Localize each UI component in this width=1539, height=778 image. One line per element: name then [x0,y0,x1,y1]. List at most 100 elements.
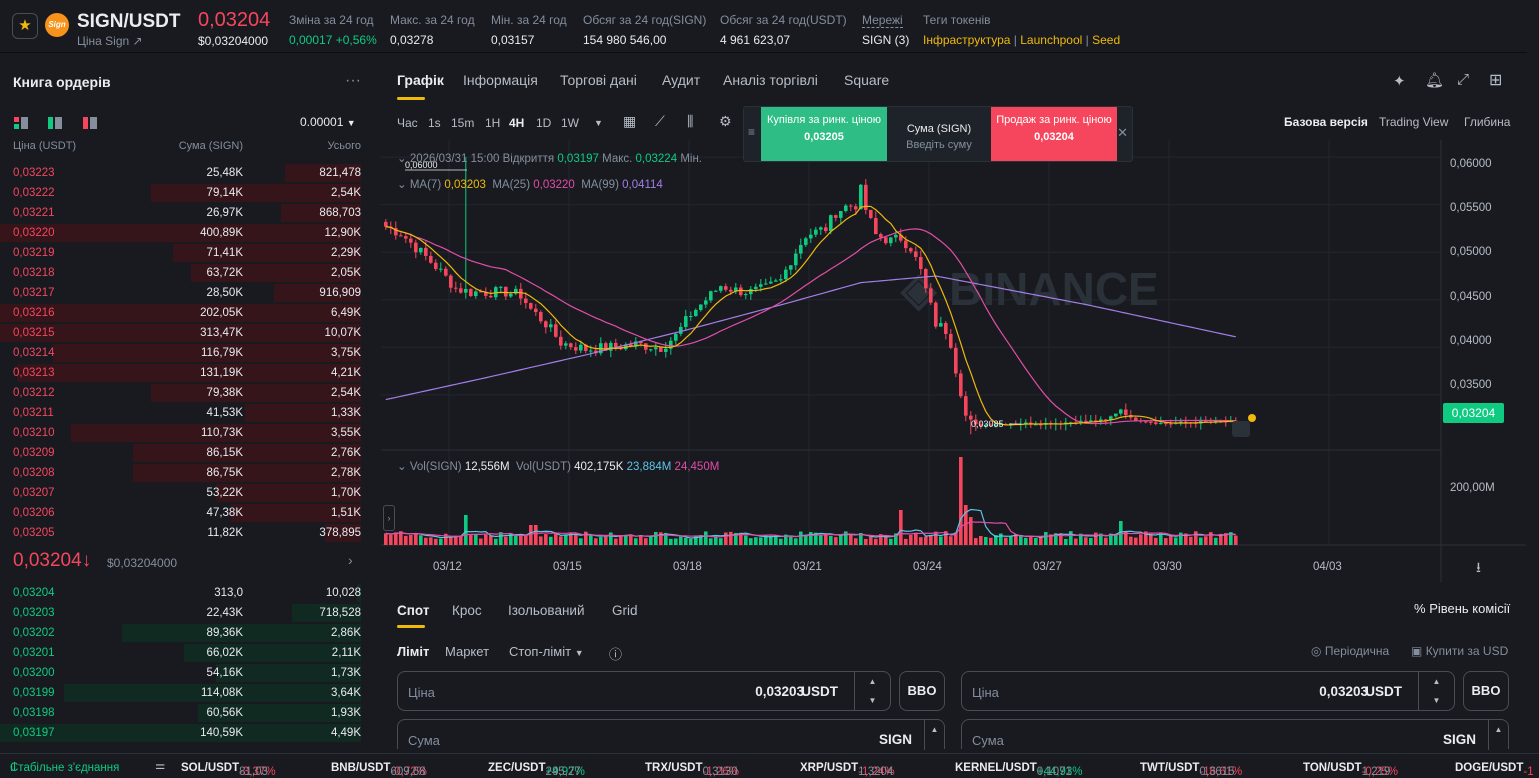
candle[interactable] [464,157,468,299]
candle[interactable] [919,250,923,275]
bid-row[interactable]: 0,03203 22,43K 718,528 [0,603,375,623]
candle[interactable] [874,211,878,235]
market-amount-input[interactable]: Сума (SIGN) Введіть суму [906,123,972,151]
ask-row[interactable]: 0,03212 79,38K 2,54K [0,383,375,403]
price-stepper[interactable]: ▲ ▼ [1418,672,1454,710]
view-basic[interactable]: Базова версія [1284,115,1368,129]
auto-scale-icon[interactable]: ⭳ [1476,559,1481,575]
expand-icon[interactable]: ⤢ [1457,71,1470,88]
candle[interactable] [1094,414,1098,427]
precision-select[interactable]: 0.00001 ▼ [300,115,356,129]
candle[interactable] [799,238,803,259]
tab-trading-data[interactable]: Торгові дані [560,72,637,88]
chevron-right-icon[interactable]: › [348,552,353,568]
ai-sparkle-icon[interactable]: ✦ [1393,73,1406,90]
bid-row[interactable]: 0,03197 140,59K 4,49K [0,723,375,743]
candle[interactable] [809,228,813,243]
candle[interactable] [769,276,773,284]
fee-level-link[interactable]: % Рівень комісії [1414,601,1511,616]
candle[interactable] [704,296,708,309]
candle[interactable] [994,423,998,428]
candle[interactable] [864,179,868,215]
order-type-market[interactable]: Маркет [445,644,490,659]
sell-bbo-button[interactable]: BBO [1463,671,1509,711]
candle[interactable] [1119,408,1123,416]
candle[interactable] [824,223,828,234]
candle[interactable] [964,391,968,422]
candle[interactable] [829,214,833,235]
ticker-item[interactable]: KERNEL/USDT +44,93% 0,1071 [955,762,1083,778]
ask-row[interactable]: 0,03214 116,79K 3,75K [0,343,375,363]
indicator-icon[interactable]: ⟋ [655,113,665,129]
close-icon[interactable]: ✕ [1117,125,1128,140]
candle[interactable] [554,320,558,338]
bid-row[interactable]: 0,03202 89,36K 2,86K [0,623,375,643]
candle[interactable] [429,251,433,264]
candle[interactable] [549,319,553,333]
candle[interactable] [474,289,478,299]
ask-row[interactable]: 0,03211 41,53K 1,33K [0,403,375,423]
candle[interactable] [849,203,853,212]
interval-4h[interactable]: 4H [509,116,525,130]
ask-row[interactable]: 0,03216 202,05K 6,49K [0,303,375,323]
legend-arrow-icon[interactable]: ⌄ [397,179,407,191]
ask-row[interactable]: 0,03221 26,97K 868,703 [0,203,375,223]
periodic-link[interactable]: ◎ Періодична [1311,644,1390,658]
ask-row[interactable]: 0,03215 313,47K 10,07K [0,323,375,343]
favorite-star-icon[interactable]: ★ [12,13,38,39]
tab-square[interactable]: Square [844,72,890,88]
candle[interactable] [399,232,403,237]
ask-row[interactable]: 0,03217 28,50K 916,909 [0,283,375,303]
order-type-stop-limit[interactable]: Стоп-ліміт ▼ [509,644,584,659]
candle[interactable] [804,236,808,247]
candle[interactable] [524,292,528,309]
tab-trade-analysis[interactable]: Аналіз торгівлі [723,72,818,88]
tag-seed[interactable]: Seed [1092,33,1121,47]
candle[interactable] [689,311,693,321]
ticker-item[interactable]: TON/USDT -0,25% 1,219 [1303,762,1399,778]
candle[interactable] [1114,413,1118,418]
candle[interactable] [1144,421,1148,424]
candle[interactable] [1034,421,1038,426]
candle[interactable] [974,414,978,431]
candle[interactable] [544,320,548,334]
buy-bbo-button[interactable]: BBO [899,671,945,711]
ask-row[interactable]: 0,03219 71,41K 2,29K [0,243,375,263]
stat-label-networks[interactable]: Мережі [862,13,903,28]
bid-row[interactable]: 0,03204 313,0 10,028 [0,583,375,603]
candle[interactable] [444,266,448,277]
ask-row[interactable]: 0,03213 131,19K 4,21K [0,363,375,383]
candle[interactable] [529,302,533,311]
candle[interactable] [814,226,818,238]
view-both-icon[interactable] [14,117,28,129]
tab-cross[interactable]: Крос [452,603,482,618]
ask-row[interactable]: 0,03208 86,75K 2,78K [0,463,375,483]
candle[interactable] [559,330,563,350]
view-asks-icon[interactable] [82,117,97,129]
bid-row[interactable]: 0,03200 54,16K 1,73K [0,663,375,683]
candle[interactable] [714,289,718,293]
amount-stepper[interactable]: ▲ [1488,720,1508,750]
candle[interactable] [569,342,573,350]
legend-arrow-icon[interactable]: ⌄ [397,461,407,473]
candle[interactable] [749,286,753,300]
calendar-icon[interactable]: ▦ [623,113,637,129]
candle[interactable] [869,209,873,220]
candle[interactable] [499,285,503,292]
interval-1s[interactable]: 1s [428,116,441,130]
candle[interactable] [639,341,643,347]
candle[interactable] [979,421,983,429]
interval-time[interactable]: Час [397,116,418,130]
ticker-item[interactable]: TWT/USDT -16,61% 0,3615 [1140,762,1243,778]
candle[interactable] [954,343,958,378]
candle[interactable] [794,248,798,271]
settings-icon[interactable]: ⚙ [719,113,732,129]
candle[interactable] [719,285,723,293]
interval-1h[interactable]: 1H [485,116,501,130]
candle[interactable] [1164,422,1168,427]
candle[interactable] [1084,414,1088,423]
candle[interactable] [434,259,438,272]
candle[interactable] [819,226,823,235]
candle[interactable] [859,183,863,210]
candle[interactable] [539,310,543,324]
